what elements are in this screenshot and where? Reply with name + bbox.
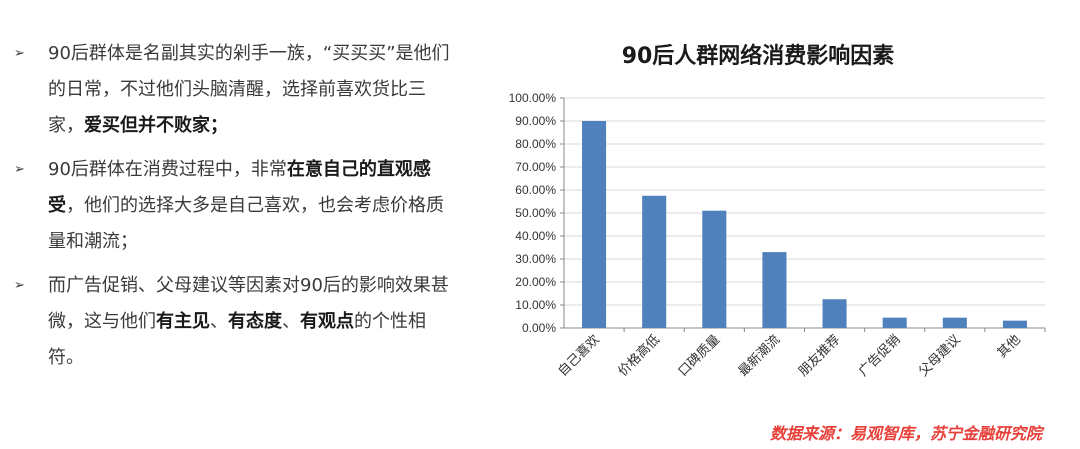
x-tick-label: 自己喜欢 <box>556 332 603 379</box>
arrow-bullet-icon: ➢ <box>14 278 25 293</box>
bullet-point: ➢ 90后群体在消费过程中，非常在意自己的直观感受，他们的选择大多是自己喜欢，也会… <box>14 152 454 260</box>
bullet-text: 90后群体是名副其实的剁手一族，“买买买”是他们的日常，不过他们头脑清醒，选择前… <box>48 43 450 136</box>
bullet-text: 90后群体在消费过程中，非常 <box>48 159 287 180</box>
y-tick-label: 70.00% <box>515 160 556 174</box>
x-tick-label: 价格高低 <box>615 332 663 380</box>
data-source-note: 数据来源：易观智库，苏宁金融研究院 <box>769 424 1042 443</box>
bullet-point: ➢ 而广告促销、父母建议等因素对90后的影响效果甚微，这与他们有主见、有态度、有观… <box>14 268 454 376</box>
y-tick-label: 20.00% <box>515 275 556 289</box>
bullet-text: 、 <box>210 311 228 332</box>
bullet-text: 、 <box>282 311 300 332</box>
y-tick-label: 30.00% <box>515 252 556 266</box>
x-tick-label: 其他 <box>995 332 1024 361</box>
y-tick-label: 50.00% <box>515 206 556 220</box>
x-tick-label: 广告促销 <box>856 332 903 379</box>
bullet-text: 而广告促销、父母建议等因素对90后的影响效果甚微，这与他们 <box>48 275 449 332</box>
y-tick-label: 80.00% <box>515 137 556 151</box>
arrow-bullet-icon: ➢ <box>14 46 25 61</box>
bar <box>1002 320 1027 328</box>
bar <box>702 210 727 328</box>
bar <box>642 195 667 328</box>
bullet-point: ➢ 90后群体是名副其实的剁手一族，“买买买”是他们的日常，不过他们头脑清醒，选择… <box>14 36 454 144</box>
arrow-bullet-icon: ➢ <box>14 162 25 177</box>
bar <box>762 252 787 328</box>
bullet-text-bold: 有观点 <box>300 311 354 332</box>
bullet-text-bold: 有态度 <box>228 311 282 332</box>
bullet-text: ，他们的选择大多是自己喜欢，也会考虑价格质量和潮流； <box>48 195 444 252</box>
bullet-text-bold: 爱买但并不败家； <box>84 115 228 136</box>
bar <box>822 299 847 328</box>
y-tick-label: 60.00% <box>515 183 556 197</box>
bullet-text-bold: 在意自己的直观感受 <box>48 159 431 216</box>
x-tick-label: 口碑质量 <box>675 332 723 380</box>
x-tick-label: 最新潮流 <box>735 332 783 380</box>
y-tick-label: 0.00% <box>522 321 556 335</box>
bar-chart: 0.00% 10.00% 20.00% 30.00% 40.00% 50.00% 60.00… <box>509 91 1046 380</box>
bullet-text: 的个性相符。 <box>48 311 426 368</box>
y-tick-label: 100.00% <box>509 91 557 105</box>
y-tick-label: 40.00% <box>515 229 556 243</box>
x-tick-label: 父母建议 <box>916 332 963 379</box>
bar <box>582 121 607 328</box>
x-tick-label: 朋友推荐 <box>795 332 843 380</box>
bar <box>882 317 907 328</box>
bullet-text-bold: 有主见 <box>156 311 210 332</box>
chart-title: 90后人群网络消费影响因素 <box>621 44 895 69</box>
bar <box>942 317 967 328</box>
text-panel: ➢ 90后群体是名副其实的剁手一族，“买买买”是他们的日常，不过他们头脑清醒，选择… <box>14 36 454 384</box>
y-tick-label: 90.00% <box>515 114 556 128</box>
y-tick-label: 10.00% <box>515 298 556 312</box>
